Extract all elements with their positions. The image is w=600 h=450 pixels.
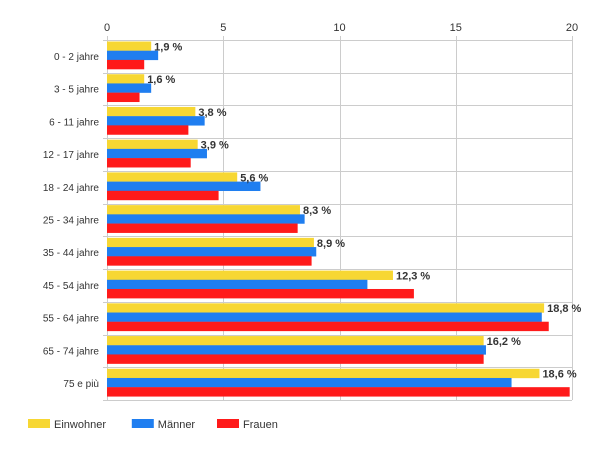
bar-m-nner: [107, 148, 207, 159]
x-axis-ticks: 0 5 10 15 20: [104, 22, 578, 34]
legend-swatch: [217, 419, 239, 428]
category-label: 25 - 34 jahre: [43, 216, 100, 227]
legend-label: Einwohner: [54, 419, 106, 431]
bar-einwohner: [107, 336, 484, 346]
bar-einwohner: [107, 237, 314, 248]
bar-m-nner: [107, 50, 159, 61]
bar-frauen: [107, 158, 191, 168]
bar-m-nner: [107, 83, 152, 93]
bar-m-nner: [107, 116, 205, 126]
legend-label: Männer: [158, 419, 196, 431]
category-label: 12 - 17 jahre: [43, 150, 100, 161]
data-label: 12,3 %: [396, 270, 430, 282]
x-tick-label: 0: [104, 22, 110, 34]
bar-frauen: [107, 223, 298, 233]
x-tick-label: 5: [220, 22, 226, 34]
category-label: 18 - 24 jahre: [43, 183, 100, 194]
x-tick-label: 15: [450, 22, 462, 34]
bar-einwohner: [107, 74, 145, 84]
category-label: 45 - 54 jahre: [43, 281, 100, 292]
data-label: 1,6 %: [147, 74, 175, 86]
bar-frauen: [107, 59, 145, 70]
bar-m-nner: [107, 247, 317, 257]
bar-frauen: [107, 125, 189, 135]
bar-frauen: [107, 387, 570, 397]
category-label: 6 - 11 jahre: [49, 117, 99, 128]
data-label: 8,3 %: [303, 205, 331, 217]
category-label: 3 - 5 jahre: [54, 85, 99, 96]
bar-einwohner: [107, 106, 196, 117]
data-label: 8,9 %: [317, 238, 345, 250]
bar-m-nner: [107, 181, 261, 192]
legend: Einwohner Männer Frauen: [28, 419, 278, 431]
data-label: 1,9 %: [154, 41, 182, 53]
bar-frauen: [107, 288, 414, 299]
category-labels: 0 - 2 jahre 3 - 5 jahre 6 - 11 jahre 12 - 1…: [43, 52, 100, 390]
category-label: 75 e più: [63, 379, 99, 390]
bar-einwohner: [107, 205, 300, 215]
legend-label: Frauen: [243, 419, 278, 431]
grid-lines: [103, 36, 573, 401]
data-label: 18,8 %: [547, 303, 581, 315]
bar-einwohner: [107, 303, 545, 313]
category-label: 65 - 74 jahre: [43, 346, 100, 357]
category-label: 55 - 64 jahre: [43, 314, 100, 325]
legend-swatch: [28, 419, 50, 428]
bars: [107, 41, 570, 397]
bar-m-nner: [107, 214, 305, 224]
bar-m-nner: [107, 312, 542, 322]
bar-frauen: [107, 92, 140, 103]
category-label: 0 - 2 jahre: [54, 52, 99, 63]
data-label: 5,6 %: [240, 172, 268, 184]
bar-einwohner: [107, 368, 540, 379]
category-label: 35 - 44 jahre: [43, 248, 100, 259]
data-label: 3,8 %: [198, 107, 226, 119]
bar-m-nner: [107, 345, 486, 355]
bar-frauen: [107, 321, 549, 332]
legend-swatch: [131, 419, 154, 428]
x-tick-label: 20: [566, 22, 578, 34]
bar-frauen: [107, 256, 312, 266]
bar-frauen: [107, 190, 219, 201]
bar-einwohner: [107, 41, 152, 51]
data-labels: 1,9 % 1,6 % 3,8 % 3,9 % 5,6 % 8,3 % 8,9 % 12,3 …: [147, 41, 581, 380]
bar-frauen: [107, 354, 484, 364]
data-label: 3,9 %: [201, 140, 229, 152]
data-label: 16,2 %: [487, 336, 521, 348]
data-label: 18,6 %: [542, 369, 576, 381]
bar-m-nner: [107, 279, 368, 290]
bar-einwohner: [107, 270, 393, 280]
x-tick-label: 10: [333, 22, 345, 34]
bar-einwohner: [107, 139, 198, 150]
bar-m-nner: [107, 377, 512, 388]
bar-einwohner: [107, 172, 238, 182]
